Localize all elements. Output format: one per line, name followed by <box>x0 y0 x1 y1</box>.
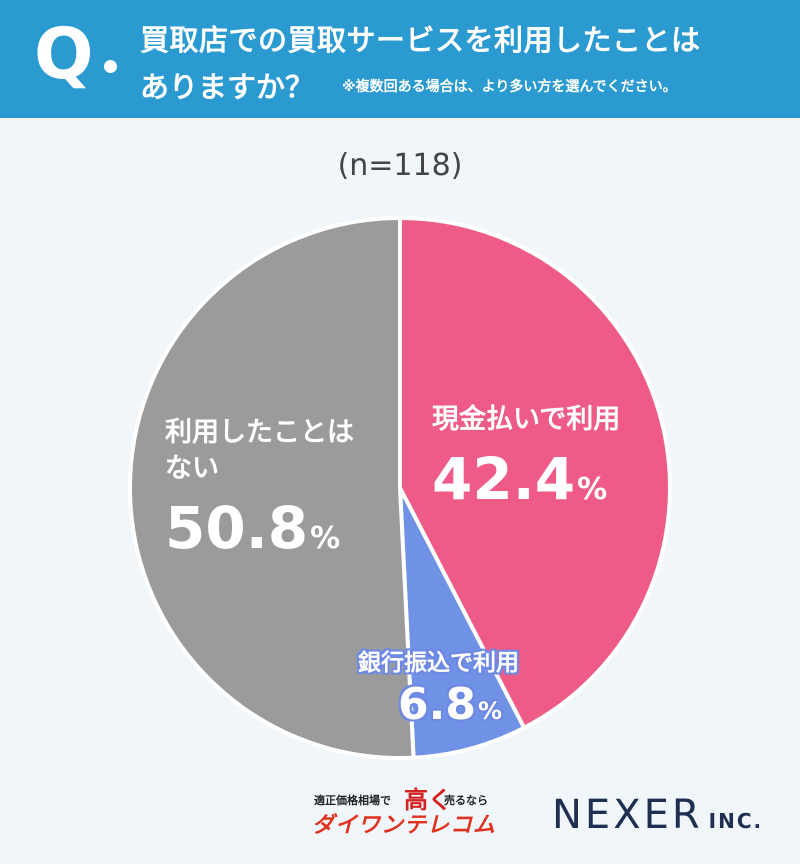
question-text-line1: 買取店での買取サービスを利用したことは <box>140 23 701 57</box>
slice-name-not-used-line1: 利用したことは <box>165 417 354 448</box>
slice-label-cash: 現金払いで利用 42.4% <box>432 402 620 510</box>
question-text-line2: ありますか？ <box>140 70 315 104</box>
slice-label-bank: 銀行振込で利用 6.8% <box>358 648 519 728</box>
slice-label-not-used: 利用したことは ない 50.8% <box>165 415 395 559</box>
pie-slice-bank <box>398 486 527 760</box>
question-header: Q 買取店での買取サービスを利用したことは ありますか？ ※複数回ある場合は、よ… <box>0 0 800 118</box>
slice-name-not-used-line2: ない <box>165 453 219 484</box>
pie-slice-cash <box>398 216 672 730</box>
slice-unit-bank: % <box>477 697 502 725</box>
question-letter: Q <box>34 13 94 95</box>
slice-value-not-used: 50.8 <box>165 494 309 562</box>
slice-unit-not-used: % <box>310 521 341 556</box>
sample-size: (n=118) <box>337 148 463 183</box>
logo-tagline-1: 適正価格相場で <box>314 794 391 807</box>
nexer-logo: NEXER INC. <box>552 792 763 838</box>
logo-tagline-3: 売るなら <box>444 794 488 807</box>
slice-value-cash: 42.4 <box>432 445 576 513</box>
slice-value-bank: 6.8 <box>398 679 476 730</box>
logo-brand-name: ダイワンテレコム <box>312 813 497 838</box>
logo-tagline-2: 高く <box>404 785 452 814</box>
question-dot <box>104 60 117 73</box>
daiwan-telecom-logo: 適正価格相場で 高く 売るなら ダイワンテレコム <box>310 780 510 838</box>
slice-name-cash: 現金払いで利用 <box>432 404 621 435</box>
pie-slice-not-used <box>128 216 416 760</box>
slice-name-bank: 銀行振込で利用 <box>358 650 519 676</box>
nexer-wordmark: NEXER <box>552 792 703 838</box>
nexer-suffix: INC. <box>708 809 764 833</box>
slice-unit-cash: % <box>577 472 608 507</box>
question-note: ※複数回ある場合は、より多い方を選んでください。 <box>342 79 677 95</box>
